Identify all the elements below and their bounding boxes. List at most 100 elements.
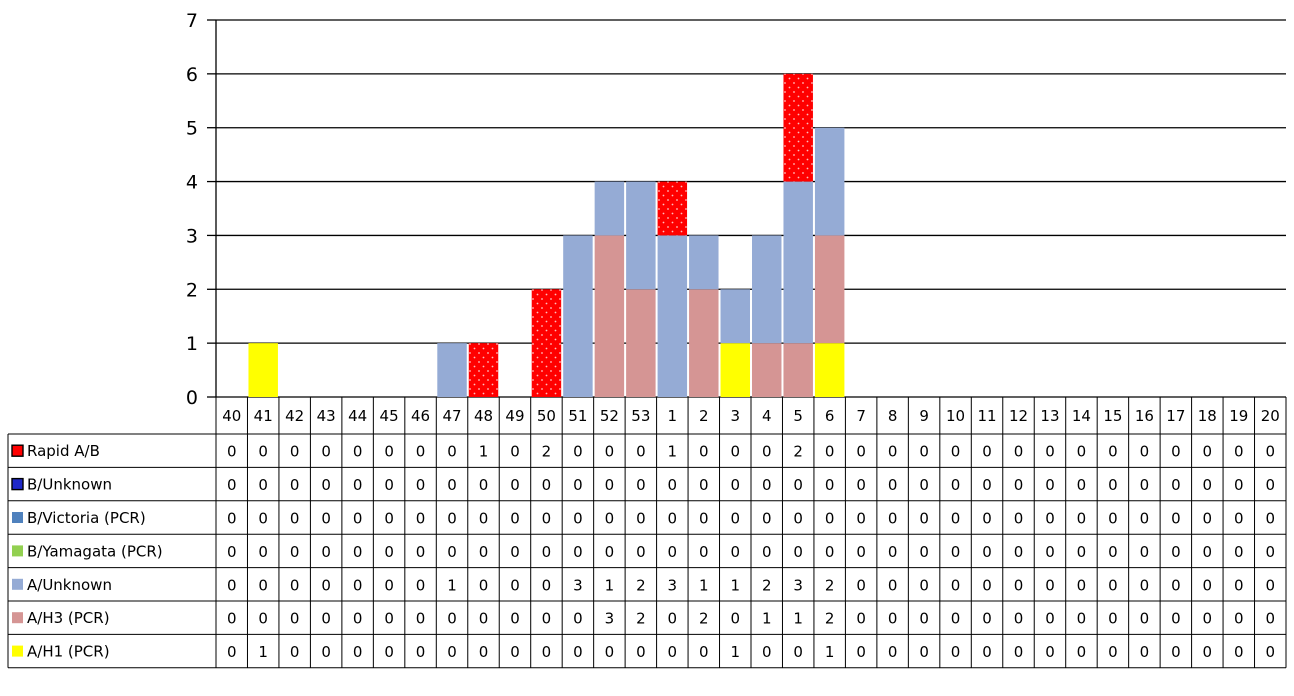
- table-cell-value: 0: [1265, 643, 1275, 661]
- table-cell-value: 0: [227, 576, 237, 594]
- table-cell-value: 0: [699, 643, 709, 661]
- table-cell-value: 0: [510, 543, 520, 561]
- table-cell-value: 0: [605, 443, 615, 461]
- table-cell-value: 0: [1014, 443, 1024, 461]
- table-cell-value: 0: [1014, 510, 1024, 528]
- table-cell-value: 0: [1077, 543, 1087, 561]
- table-cell-value: 0: [1108, 443, 1118, 461]
- series-label: A/Unknown: [27, 576, 112, 594]
- table-cell-value: 0: [1014, 476, 1024, 494]
- table-cell-value: 0: [1203, 576, 1213, 594]
- table-cell-value: 0: [384, 643, 394, 661]
- y-tick-label: 7: [186, 10, 198, 32]
- table-cell-value: 0: [1140, 610, 1150, 628]
- y-tick-label: 0: [186, 387, 198, 409]
- table-cell-value: 0: [416, 610, 426, 628]
- table-cell-value: 0: [668, 643, 678, 661]
- table-cell-value: 1: [447, 576, 457, 594]
- table-cell-value: 0: [447, 610, 457, 628]
- x-tick-label: 53: [631, 407, 650, 425]
- table-cell-value: 0: [290, 576, 300, 594]
- series-label: A/H1 (PCR): [27, 643, 110, 661]
- y-tick-label: 2: [186, 279, 198, 301]
- table-cell-value: 1: [605, 576, 615, 594]
- table-cell-value: 0: [510, 643, 520, 661]
- table-cell-value: 0: [699, 443, 709, 461]
- bar-segment: [752, 343, 782, 397]
- series-label: A/H3 (PCR): [27, 609, 110, 627]
- table-cell-value: 0: [1265, 443, 1275, 461]
- table-cell-value: 0: [762, 443, 772, 461]
- bar-segment: [752, 235, 782, 344]
- table-cell-value: 0: [416, 510, 426, 528]
- table-cell-value: 0: [1140, 576, 1150, 594]
- table-cell-value: 0: [636, 543, 646, 561]
- table-cell-value: 0: [888, 543, 898, 561]
- bar-segment: [594, 181, 625, 236]
- table-cell-value: 0: [1045, 476, 1055, 494]
- table-cell-value: 0: [982, 443, 992, 461]
- table-cell-value: 0: [730, 610, 740, 628]
- table-cell-value: 0: [730, 476, 740, 494]
- table-cell-value: 0: [825, 476, 835, 494]
- table-cell-value: 0: [353, 610, 363, 628]
- bar-segment: [814, 343, 845, 397]
- table-cell-value: 0: [227, 476, 237, 494]
- y-tick-label: 5: [186, 118, 198, 140]
- x-tick-label: 14: [1072, 407, 1091, 425]
- table-cell-value: 0: [1014, 543, 1024, 561]
- table-cell-value: 0: [919, 643, 929, 661]
- table-cell-value: 0: [321, 510, 331, 528]
- series-label: B/Unknown: [27, 476, 112, 494]
- table-cell-value: 0: [384, 510, 394, 528]
- table-cell-value: 0: [982, 543, 992, 561]
- x-tick-label: 9: [919, 407, 929, 425]
- table-cell-value: 1: [258, 643, 268, 661]
- x-tick-label: 45: [380, 407, 399, 425]
- table-cell-value: 0: [1171, 576, 1181, 594]
- table-cell-value: 0: [762, 510, 772, 528]
- table-cell-value: 0: [510, 443, 520, 461]
- legend-key: [12, 645, 23, 657]
- table-cell-value: 0: [1203, 643, 1213, 661]
- x-tick-label: 43: [317, 407, 336, 425]
- table-cell-value: 0: [951, 576, 961, 594]
- table-cell-value: 0: [1108, 643, 1118, 661]
- x-tick-label: 48: [474, 407, 493, 425]
- x-tick-label: 41: [254, 407, 273, 425]
- y-tick-label: 3: [186, 225, 198, 247]
- x-tick-label: 49: [505, 407, 524, 425]
- table-cell-value: 0: [636, 443, 646, 461]
- y-tick-label: 1: [186, 333, 198, 355]
- table-cell-value: 0: [1265, 576, 1275, 594]
- x-tick-label: 16: [1135, 407, 1154, 425]
- table-cell-value: 0: [542, 576, 552, 594]
- table-cell-value: 0: [982, 576, 992, 594]
- table-cell-value: 0: [1265, 610, 1275, 628]
- x-tick-label: 6: [825, 407, 835, 425]
- table-cell-value: 0: [1203, 476, 1213, 494]
- x-tick-label: 8: [888, 407, 898, 425]
- table-cell-value: 0: [510, 610, 520, 628]
- table-cell-value: 0: [1203, 543, 1213, 561]
- table-cell-value: 0: [1140, 476, 1150, 494]
- x-tick-label: 42: [285, 407, 304, 425]
- bar-segment-pattern: [783, 73, 813, 182]
- table-cell-value: 0: [1234, 610, 1244, 628]
- table-cell-value: 0: [951, 643, 961, 661]
- table-cell-value: 0: [447, 643, 457, 661]
- table-cell-value: 0: [258, 510, 268, 528]
- bar-segment-pattern: [657, 181, 688, 236]
- table-cell-value: 2: [636, 610, 646, 628]
- table-cell-value: 2: [762, 576, 772, 594]
- table-cell-value: 0: [951, 510, 961, 528]
- bar-segment: [626, 289, 656, 397]
- table-cell-value: 0: [1045, 443, 1055, 461]
- table-cell-value: 0: [730, 443, 740, 461]
- table-cell-value: 0: [1171, 643, 1181, 661]
- table-cell-value: 0: [416, 476, 426, 494]
- legend-key: [12, 578, 23, 590]
- table-cell-value: 0: [1077, 643, 1087, 661]
- x-tick-label: 7: [856, 407, 866, 425]
- table-cell-value: 0: [1140, 510, 1150, 528]
